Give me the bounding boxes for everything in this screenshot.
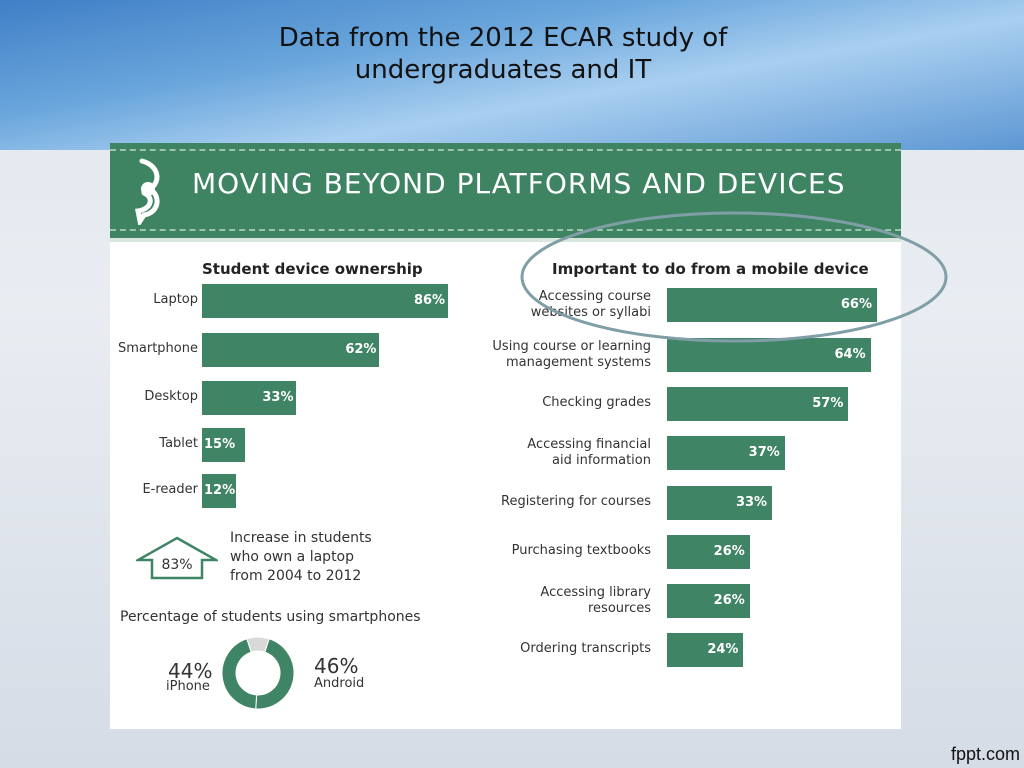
ownership-category-label: Smartphone — [117, 341, 198, 356]
slide-title-line1: Data from the 2012 ECAR study of — [278, 23, 728, 53]
ownership-bar — [202, 474, 237, 508]
increase-text-line1: Increase in students — [230, 530, 372, 546]
task-bar — [667, 535, 750, 569]
banner-top-divider — [110, 149, 901, 151]
ownership-value-label: 33% — [262, 390, 294, 405]
task-category-label: Accessing financial aid information — [527, 437, 651, 468]
task-bar — [667, 288, 877, 322]
task-bar — [667, 633, 744, 667]
ownership-bar — [202, 284, 448, 318]
ownership-chart-title: Student device ownership — [202, 260, 423, 278]
task-bar — [667, 387, 849, 421]
ownership-category-label: Desktop — [144, 389, 198, 404]
task-bar — [667, 338, 871, 372]
task-bar — [667, 486, 772, 520]
increase-text-line3: from 2004 to 2012 — [230, 568, 362, 584]
task-value-label: 33% — [735, 495, 768, 510]
task-category-label: Using course or learning management syste… — [492, 339, 651, 370]
mobile-tasks-chart-title: Important to do from a mobile device — [552, 260, 869, 278]
increase-description: Increase in students who own a laptop fr… — [230, 529, 372, 586]
android-label: Android — [314, 676, 365, 691]
task-value-label: 64% — [834, 347, 866, 362]
task-category-label: Registering for courses — [501, 494, 651, 509]
task-value-label: 24% — [707, 642, 739, 657]
infographic-panel: MOVING BEYOND PLATFORMS AND DEVICES Stud… — [110, 143, 901, 729]
educause-logo-icon — [135, 158, 160, 225]
task-bar — [667, 436, 785, 470]
ownership-bar — [202, 333, 380, 367]
ownership-category-label: E-reader — [142, 482, 198, 497]
ownership-value-label: 15% — [204, 437, 236, 452]
up-arrow-house-icon — [136, 536, 218, 580]
smartphone-chart-title: Percentage of students using smartphones — [120, 609, 421, 625]
iphone-label: iPhone — [166, 679, 210, 694]
banner-bottom-divider — [110, 229, 901, 231]
task-value-label: 66% — [840, 297, 872, 312]
task-value-label: 26% — [713, 544, 745, 559]
task-category-label: Purchasing textbooks — [511, 543, 651, 558]
iphone-percent: 44% — [168, 659, 213, 683]
task-category-label: Checking grades — [542, 395, 651, 410]
title-background — [0, 0, 1024, 150]
ownership-category-label: Tablet — [159, 436, 198, 451]
task-category-label: Ordering transcripts — [520, 641, 651, 656]
footer-brand: fppt.com — [950, 744, 1020, 764]
ownership-bar — [202, 428, 245, 462]
ownership-value-label: 86% — [413, 293, 446, 308]
increase-value: 83% — [161, 557, 193, 573]
highlight-ellipse — [520, 211, 948, 343]
task-value-label: 37% — [748, 445, 780, 460]
infographic-banner: MOVING BEYOND PLATFORMS AND DEVICES — [110, 143, 901, 242]
donut-slice — [246, 636, 270, 653]
ownership-value-label: 62% — [345, 342, 377, 357]
banner-title: MOVING BEYOND PLATFORMS AND DEVICES — [192, 167, 846, 200]
slide-title-line2: undergraduates and IT — [354, 55, 652, 85]
android-percent: 46% — [314, 654, 359, 678]
ownership-bar — [202, 381, 297, 415]
task-category-label: Accessing library resources — [540, 585, 651, 616]
smartphone-donut-chart — [221, 636, 295, 710]
task-value-label: 57% — [812, 396, 844, 411]
task-category-label: Accessing course websites or syllabi — [530, 289, 651, 320]
slide-title: Data from the 2012 ECAR study of undergr… — [0, 22, 1006, 86]
task-value-label: 26% — [713, 593, 745, 608]
ownership-value-label: 12% — [204, 483, 236, 498]
increase-text-line2: who own a laptop — [230, 549, 355, 565]
ownership-category-label: Laptop — [153, 292, 198, 307]
task-bar — [667, 584, 750, 618]
